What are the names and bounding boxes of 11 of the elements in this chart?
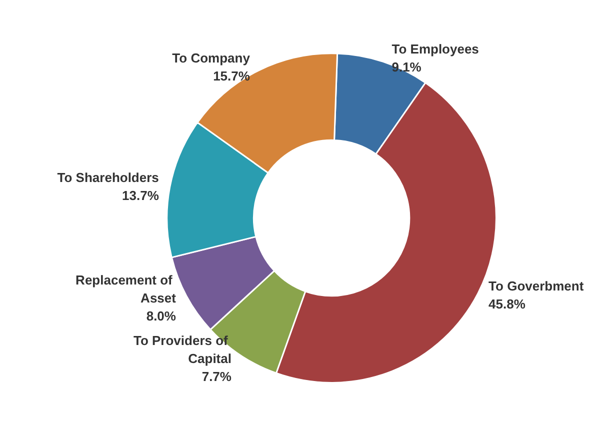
data-label: 45.8%: [488, 296, 526, 312]
data-label: 9.1%: [392, 60, 422, 75]
data-label: 7.7%: [202, 369, 232, 384]
slice-label: To Goverbment: [488, 278, 584, 294]
data-label: 15.7%: [213, 68, 250, 84]
slice-label: To Shareholders: [57, 170, 159, 185]
slice-label: Replacement of Asset: [76, 272, 177, 306]
slice-label: To Company: [172, 50, 251, 66]
slice-label: To Employees: [392, 42, 479, 57]
data-label: 8.0%: [146, 308, 176, 324]
data-label: 13.7%: [122, 188, 160, 203]
